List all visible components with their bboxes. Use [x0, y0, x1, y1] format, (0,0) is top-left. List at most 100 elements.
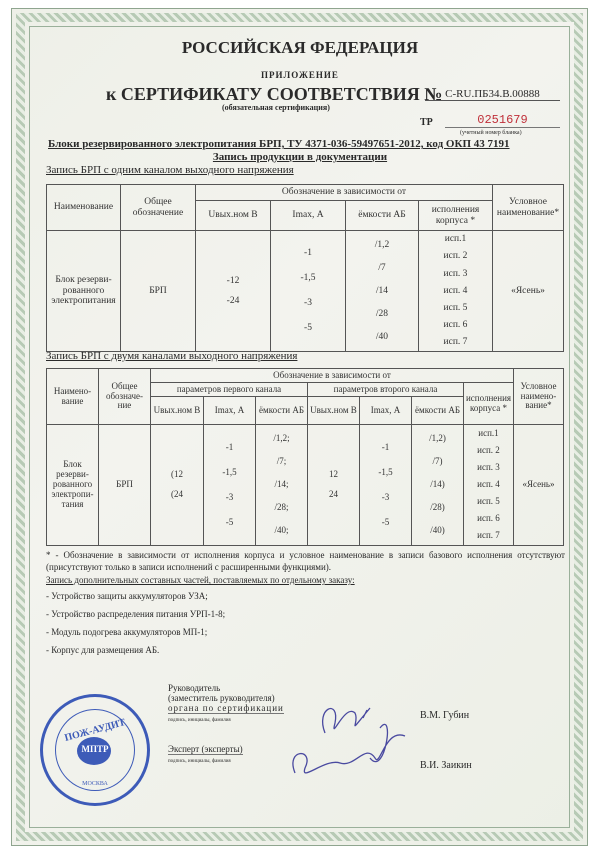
cell-value: /28;	[274, 502, 289, 513]
product-title: Блоки резервированного электропитания БР…	[48, 138, 510, 150]
header-exec: исполнения корпуса *	[418, 200, 493, 231]
cell-cap2: /1,2) /7) /14) /28) /40)	[413, 428, 462, 543]
cell-value: исп. 6	[443, 320, 468, 331]
extras-item: - Устройство распределения питания УРП-1…	[46, 609, 226, 619]
single-channel-table: Наименование Общее обозначение Обозначение…	[46, 184, 564, 352]
head-name: В.М. Губин	[420, 710, 470, 721]
cell-u1: (12 (24	[152, 465, 202, 505]
cell-value: /7;	[276, 456, 287, 467]
table1-caption: Запись БРП с одним каналом выходного нап…	[46, 164, 294, 176]
expert-name: В.И. Заикин	[420, 760, 472, 771]
cell-value: -1	[304, 248, 312, 259]
tr-label: ТР	[420, 117, 433, 128]
cell-value: /7)	[432, 456, 443, 467]
cell-exec: исп.1 исп. 2 исп. 3 исп. 4 исп. 5 исп. 6 исп. …	[465, 425, 512, 545]
cell-value: исп. 2	[477, 444, 500, 455]
table2-caption: Запись БРП с двумя каналами выходного на…	[46, 350, 298, 362]
cell-name: Блок резерви-рованного электропитания	[46, 230, 121, 352]
appendix-label: ПРИЛОЖЕНИЕ	[261, 70, 339, 80]
header-i1: Imax, А	[203, 396, 256, 425]
inner-frame	[29, 26, 570, 828]
cell-value: -12	[226, 275, 240, 286]
cell-value: исп. 7	[443, 337, 468, 348]
expert-label-block: Эксперт (эксперты) подпись, инициалы, фа…	[168, 744, 243, 767]
header-u2: Uвых.ном В	[307, 396, 360, 425]
cell-cond: «Ясень»	[513, 424, 564, 546]
cert-number: C-RU.ПБ34.В.00888	[425, 88, 560, 101]
signatures-image	[292, 707, 406, 774]
head-label2: (заместитель руководителя)	[168, 693, 275, 703]
cert-type: (обязательная сертификация)	[222, 103, 330, 112]
cell-value: -5	[381, 516, 390, 527]
cell-u2: 12 24	[309, 465, 358, 505]
cell-cap1: /1,2; /7; /14; /28; /40;	[257, 428, 306, 543]
cell-value: исп. 4	[443, 285, 468, 296]
header-cap2: ёмкости АБ	[411, 396, 464, 425]
cell-value: исп. 3	[477, 461, 500, 472]
dual-channel-table: Наимено-вание Общее обозначе-ние Обозначен…	[46, 368, 564, 546]
cell-value: исп. 4	[477, 479, 500, 490]
extras-item: - Корпус для размещения АБ.	[46, 645, 160, 655]
cell-value: /1,2	[374, 239, 390, 250]
header-cap1: ёмкости АБ	[255, 396, 308, 425]
cell-i1: -1 -1,5 -3 -5	[205, 435, 254, 535]
sign-caption: подпись, инициалы, фамилия	[168, 718, 231, 723]
cell-value: исп. 5	[477, 496, 500, 507]
cell-exec: исп.1 исп. 2 исп. 3 исп. 4 исп. 5 исп. 6 исп. …	[420, 231, 491, 351]
cell-value: -3	[381, 491, 390, 502]
cell-value: /40	[375, 331, 389, 342]
cell-value: -3	[225, 491, 234, 502]
header-u: Uвых.ном В	[195, 200, 271, 231]
cell-value: /14	[375, 285, 389, 296]
cell-value: (12	[171, 469, 183, 480]
extras-item: - Модуль подогрева аккумуляторов МП-1;	[46, 627, 208, 637]
header-i2: Imax, А	[359, 396, 412, 425]
head-label: Руководитель	[168, 683, 221, 693]
cell-value: 24	[329, 489, 338, 500]
cell-value: /1,2;	[273, 433, 290, 444]
header-group: Обозначение в зависимости от	[150, 368, 514, 383]
cell-common: БРП	[120, 230, 196, 352]
country-title: РОССИЙСКАЯ ФЕДЕРАЦИЯ	[181, 38, 419, 57]
cell-value: исп.1	[478, 427, 499, 438]
expert-label: Эксперт (эксперты)	[168, 744, 243, 755]
cell-value: /40;	[274, 525, 289, 536]
cert-title: к СЕРТИФИКАТУ СООТВЕТСТВИЯ №	[106, 84, 443, 104]
cell-name: Блок резерви-рованного электропи-тания	[46, 424, 99, 546]
header-name: Наимено-вание	[46, 368, 99, 425]
header-u1: Uвых.ном В	[150, 396, 204, 425]
cell-value: исп. 6	[477, 513, 500, 524]
head-label3: органа по сертификации	[168, 703, 284, 714]
cell-value: -1	[225, 441, 234, 452]
certification-stamp: ПОЖ-АУДИТ МПТР МОСКВА	[40, 694, 150, 806]
cell-value: -1,5	[300, 273, 316, 284]
sign-caption: подпись, инициалы, фамилия	[168, 759, 231, 764]
table-row: Блок резерви-рованного электропитания БР…	[46, 230, 564, 352]
cell-value: 12	[329, 469, 338, 480]
cell-i: -1 -1,5 -3 -5	[272, 241, 344, 341]
cell-i2: -1 -1,5 -3 -5	[361, 435, 410, 535]
cell-value: /14)	[430, 479, 445, 490]
cell-value: -24	[226, 295, 240, 306]
cell-value: исп. 5	[443, 302, 468, 313]
header-common: Общее обозначе-ние	[98, 368, 151, 425]
header-ch1: параметров первого канала	[150, 382, 308, 397]
cell-cap: /1,2/7/14/28/40	[347, 234, 417, 349]
extras-title: Запись дополнительных составных частей, …	[46, 575, 355, 585]
extras-item: - Устройство защиты аккумуляторов УЗА;	[46, 591, 208, 601]
stamp-city: МОСКВА	[82, 781, 108, 787]
cell-value: /14;	[274, 479, 289, 490]
cell-value: -1,5	[222, 466, 237, 477]
header-name: Наименование	[46, 184, 121, 231]
footnote: * - Обозначение в зависимости от исполне…	[46, 550, 565, 572]
cell-cond: «Ясень»	[492, 230, 564, 352]
cell-value: исп. 3	[443, 268, 468, 279]
header-ch2: параметров второго канала	[307, 382, 464, 397]
cell-value: /28)	[430, 502, 445, 513]
header-exec: исполнения корпуса *	[463, 382, 514, 425]
header-cond: Условное наимено-вание*	[513, 368, 564, 425]
cell-value: исп.1	[444, 234, 467, 245]
header-common: Общее обозначение	[120, 184, 196, 231]
form-number-caption: (учетный номер бланка)	[460, 130, 522, 136]
